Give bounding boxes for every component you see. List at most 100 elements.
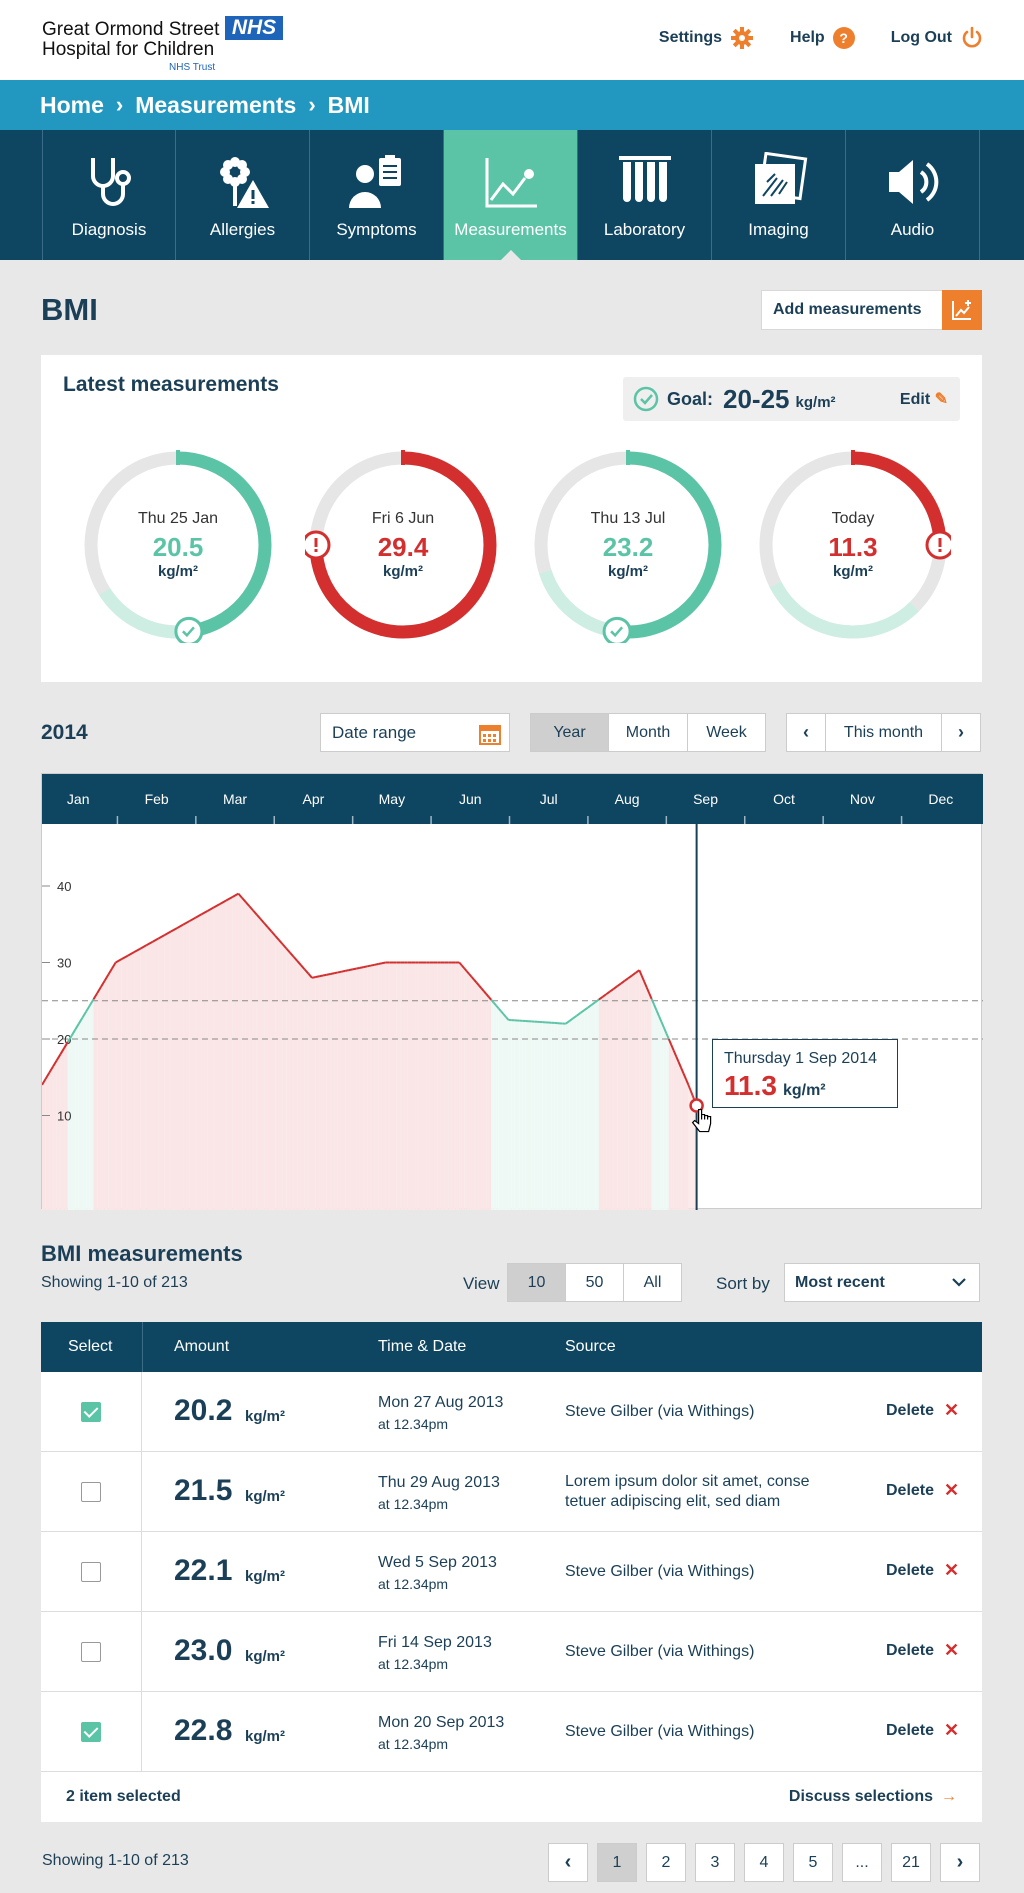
add-measurements-button[interactable]: Add measurements <box>761 290 982 330</box>
area-segment <box>683 1073 686 1210</box>
delete-button[interactable]: Delete <box>886 1722 935 1739</box>
discuss-selections-link[interactable]: Discuss selections → <box>789 1788 957 1806</box>
next-page-button[interactable]: › <box>940 1843 980 1882</box>
area-segment <box>488 996 492 1210</box>
edit-goal-button[interactable]: Edit ✎ <box>900 389 948 409</box>
toggle-week[interactable]: Week <box>706 723 747 741</box>
series-line <box>495 1004 500 1010</box>
area-segment <box>455 962 460 1210</box>
nav-item-audio[interactable]: Audio <box>846 130 980 260</box>
sort-select[interactable]: Most recent <box>784 1263 980 1302</box>
settings-link[interactable]: Settings <box>659 26 754 50</box>
page-size-10[interactable]: 10 <box>508 1264 566 1301</box>
toggle-year[interactable]: Year <box>531 714 609 751</box>
delete-button[interactable]: Delete <box>886 1642 935 1659</box>
area-segment <box>75 1023 79 1210</box>
page-button[interactable]: 2 <box>646 1843 686 1882</box>
row-checkbox[interactable] <box>81 1402 101 1422</box>
area-segment <box>666 1033 669 1210</box>
logout-link[interactable]: Log Out <box>891 26 984 50</box>
page-size-50[interactable]: 50 <box>566 1264 624 1301</box>
row-checkbox[interactable] <box>81 1722 101 1742</box>
next-month-button[interactable]: › <box>958 722 964 742</box>
showing-count: Showing 1-10 of 213 <box>41 1274 188 1291</box>
area-segment <box>275 935 279 1210</box>
area-segment <box>67 1035 72 1210</box>
series-line <box>237 892 243 899</box>
date-range-picker[interactable]: Date range <box>320 713 510 752</box>
area-segment <box>620 980 625 1210</box>
speaker-icon <box>888 160 938 204</box>
breadcrumb-home[interactable]: Home <box>40 91 104 118</box>
area-segment <box>278 939 283 1210</box>
current-month-label[interactable]: This month <box>825 714 942 751</box>
page-button[interactable]: 3 <box>695 1843 735 1882</box>
series-line <box>685 1078 690 1086</box>
page-size-all[interactable]: All <box>643 1273 662 1291</box>
area-segment <box>400 962 405 1210</box>
page-button[interactable]: 1 <box>597 1843 637 1882</box>
month-tick-label: Jul <box>540 791 558 807</box>
row-checkbox[interactable] <box>81 1482 101 1502</box>
gauge-3[interactable]: Thu 13 Jul 23.2 kg/m² <box>530 447 726 646</box>
nav-item-diagnosis[interactable]: Diagnosis <box>42 130 176 260</box>
bmi-measurements-title: BMI measurements <box>41 1241 243 1266</box>
area-segment <box>226 897 233 1210</box>
series-line <box>565 1020 570 1025</box>
area-segment <box>158 934 165 1210</box>
gauge-2[interactable]: Fri 6 Jun 29.4 kg/m² <box>301 447 501 643</box>
area-segment <box>404 962 408 1210</box>
delete-button[interactable]: Delete <box>886 1402 935 1419</box>
page-button[interactable]: 5 <box>793 1843 833 1882</box>
series-line <box>259 918 265 924</box>
close-icon[interactable]: ✕ <box>944 1560 960 1580</box>
close-icon[interactable]: ✕ <box>944 1720 960 1740</box>
area-segment <box>71 1029 76 1210</box>
toggle-month[interactable]: Month <box>609 714 688 751</box>
nav-item-laboratory[interactable]: Laboratory <box>578 130 712 260</box>
pencil-icon: ✎ <box>934 391 948 408</box>
month-tick-label: Feb <box>145 791 169 807</box>
logo-line2: Hospital for Children <box>42 39 215 60</box>
gauge-4[interactable]: Today 11.3 kg/m² <box>755 447 955 643</box>
series-line <box>42 1078 47 1086</box>
breadcrumb: Home › Measurements › BMI <box>0 80 1024 130</box>
row-checkbox[interactable] <box>81 1562 101 1582</box>
close-icon[interactable]: ✕ <box>944 1400 960 1420</box>
area-segment <box>134 948 141 1210</box>
page-button[interactable]: 21 <box>891 1843 931 1882</box>
prev-month-button[interactable]: ‹ <box>803 722 809 742</box>
breadcrumb-measurements[interactable]: Measurements <box>135 91 297 118</box>
help-link[interactable]: Help ? <box>790 26 855 50</box>
close-icon[interactable]: ✕ <box>944 1480 960 1500</box>
nav-item-symptoms[interactable]: Symptoms <box>310 130 444 260</box>
row-checkbox[interactable] <box>81 1642 101 1662</box>
area-segment <box>461 965 465 1210</box>
gauge-1[interactable]: Thu 25 Jan 20.5 kg/m² <box>80 447 276 646</box>
series-line <box>103 974 110 982</box>
series-line <box>624 977 629 982</box>
page-button[interactable]: 4 <box>744 1843 784 1882</box>
area-segment <box>654 1004 657 1210</box>
series-line <box>363 965 368 969</box>
series-line <box>201 909 209 916</box>
bmi-chart[interactable]: Jan Feb Mar Apr May Jun Jul Aug Sep Oct Nov Dec 10 20… <box>41 773 983 1210</box>
series-line <box>59 1047 65 1055</box>
prev-page-button[interactable]: ‹ <box>548 1843 588 1882</box>
nav-item-allergies[interactable]: Allergies <box>176 130 310 260</box>
gosh-logo[interactable]: Great Ormond Street Hospital for Childre… <box>42 16 283 74</box>
series-line <box>473 979 478 984</box>
area-segment <box>393 962 397 1210</box>
edit-label: Edit <box>899 391 931 408</box>
close-icon[interactable]: ✕ <box>944 1640 960 1660</box>
nav-item-imaging[interactable]: Imaging <box>712 130 846 260</box>
nav-item-measurements[interactable]: Measurements <box>444 130 578 260</box>
area-segment <box>496 1005 499 1210</box>
delete-button[interactable]: Delete <box>886 1562 935 1579</box>
area-segment <box>407 962 412 1210</box>
calendar-icon <box>479 725 501 745</box>
pagination-count: Showing 1-10 of 213 <box>42 1852 189 1869</box>
series-line <box>478 984 483 989</box>
delete-button[interactable]: Delete <box>886 1482 935 1499</box>
view-range-toggle: Year Month Week <box>530 713 766 752</box>
